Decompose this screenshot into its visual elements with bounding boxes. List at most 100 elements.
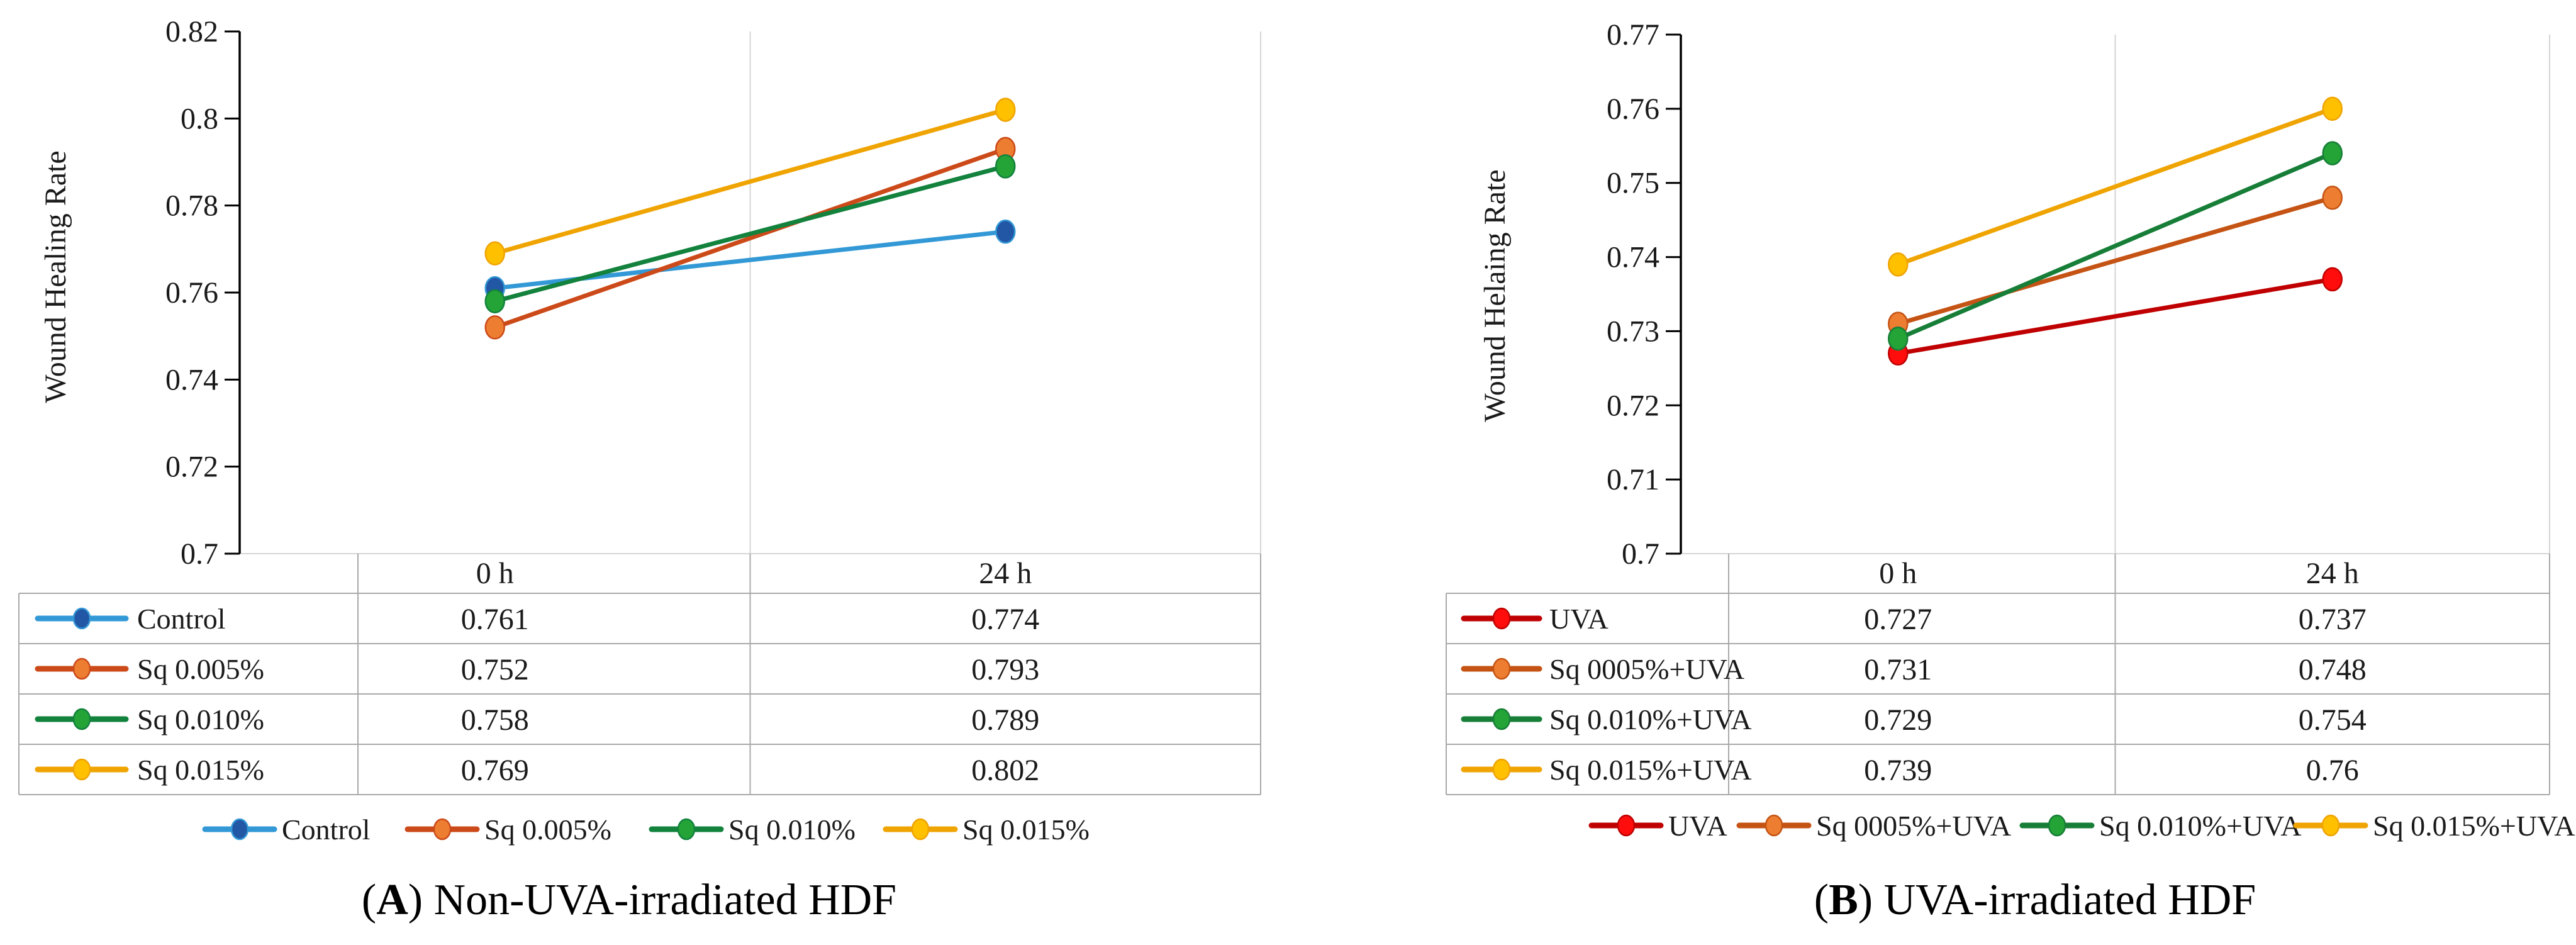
y-axis-title: Wound Helaing Rate bbox=[1478, 169, 1512, 422]
y-tick-label: 0.72 bbox=[165, 450, 218, 484]
bottom-legend-key-marker-control bbox=[230, 818, 249, 841]
caption-rest: ) UVA-irradiated HDF bbox=[1858, 876, 2256, 924]
series-marker-uva bbox=[2322, 267, 2343, 292]
panel-b: 0.7 0.71 0.72 0.73 0.74 0.75 0.76 0.77 Wound Hel… bbox=[1434, 0, 2576, 945]
series-row-label: Control bbox=[137, 603, 226, 635]
table-cell-value: 0.739 bbox=[1864, 754, 1932, 787]
table-cell-value: 0.774 bbox=[971, 603, 1039, 636]
y-tick-label: 0.76 bbox=[165, 276, 218, 310]
category-header-label: 0 h bbox=[1879, 557, 1917, 590]
series-line-sq-0-015-uva bbox=[1895, 106, 2335, 267]
table-cell-value: 0.731 bbox=[1864, 653, 1932, 686]
legend-key-marker-sq-0-015 bbox=[72, 758, 91, 781]
series-line-sq-0005-uva bbox=[1895, 195, 2335, 327]
bottom-legend-label: Control bbox=[282, 814, 371, 846]
caption-rest: ) Non-UVA-irradiated HDF bbox=[408, 876, 897, 924]
y-axis-title: Wound Healing Rate bbox=[39, 150, 72, 403]
series-marker-sq-0-010 bbox=[995, 154, 1016, 179]
table-cell-value: 0.802 bbox=[971, 754, 1039, 787]
legend-key-marker-sq-0-015-uva bbox=[1492, 758, 1511, 781]
bottom-legend-key-marker-sq-0-010 bbox=[677, 818, 696, 841]
series-marker-sq-0-005 bbox=[484, 315, 505, 340]
y-tick-label: 0.73 bbox=[1607, 315, 1659, 348]
bottom-legend-key-marker-sq-0-015 bbox=[911, 818, 930, 841]
bottom-legend-label: Sq 0.005% bbox=[484, 814, 611, 846]
table-cell-value: 0.793 bbox=[971, 653, 1039, 686]
panel-a-caption: (A) Non-UVA-irradiated HDF bbox=[362, 876, 896, 924]
series-line-uva bbox=[1895, 277, 2335, 356]
y-tick-label: 0.7 bbox=[1622, 537, 1659, 571]
bottom-legend-key-marker-sq-0-005 bbox=[433, 818, 452, 841]
y-tick-label: 0.78 bbox=[165, 189, 218, 223]
y-tick-label: 0.71 bbox=[1607, 463, 1659, 496]
table-cell-value: 0.769 bbox=[461, 754, 529, 787]
series-row-label: Sq 0.010%+UVA bbox=[1549, 703, 1752, 735]
table-cell-value: 0.76 bbox=[2306, 754, 2359, 787]
caption-letter: A bbox=[376, 876, 408, 924]
bottom-legend-label: Sq 0.010% bbox=[728, 814, 856, 846]
series-marker-sq-0005-uva bbox=[2322, 186, 2343, 210]
y-tick-label: 0.8 bbox=[181, 102, 218, 135]
table-cell-value: 0.789 bbox=[971, 703, 1039, 737]
table-cell-value: 0.727 bbox=[1864, 603, 1932, 636]
series-row-label: Sq 0.010% bbox=[137, 703, 264, 735]
bottom-legend-label: Sq 0.010%+UVA bbox=[2099, 810, 2302, 842]
y-tick-label: 0.82 bbox=[165, 15, 218, 48]
y-tick-label: 0.74 bbox=[1607, 241, 1659, 274]
bottom-legend-key-marker-sq-0-010-uva bbox=[2048, 814, 2066, 837]
y-tick-label: 0.7 bbox=[181, 537, 218, 571]
series-row-label: Sq 0.005% bbox=[137, 653, 264, 685]
series-row-label: Sq 0.015% bbox=[137, 754, 264, 786]
table-cell-value: 0.737 bbox=[2299, 603, 2367, 636]
y-tick-label: 0.72 bbox=[1607, 389, 1659, 422]
legend-key-marker-sq-0-010-uva bbox=[1492, 708, 1511, 730]
panel-b-chart: 0.7 0.71 0.72 0.73 0.74 0.75 0.76 0.77 Wound Hel… bbox=[1446, 18, 2575, 842]
series-line-sq-0-010-uva bbox=[1895, 151, 2335, 341]
panel-b-caption: (B) UVA-irradiated HDF bbox=[1814, 876, 2256, 924]
category-header-label: 24 h bbox=[2306, 557, 2359, 590]
table-cell-value: 0.752 bbox=[461, 653, 529, 686]
legend-key-marker-sq-0005-uva bbox=[1492, 657, 1511, 680]
legend-key-marker-control bbox=[72, 607, 91, 630]
y-tick-label: 0.75 bbox=[1607, 167, 1659, 200]
series-marker-sq-0-010 bbox=[484, 289, 505, 314]
panel-a: 0.7 0.72 0.74 0.76 0.78 0.8 0.82 Wound Healing … bbox=[18, 15, 1261, 924]
series-marker-sq-0-015-uva bbox=[2322, 96, 2343, 121]
series-line-sq-0-010 bbox=[493, 164, 1008, 304]
y-tick-label: 0.76 bbox=[1607, 92, 1659, 126]
series-marker-sq-0-010-uva bbox=[2322, 141, 2343, 165]
caption-open: ( bbox=[1814, 876, 1829, 924]
y-tick-label: 0.77 bbox=[1607, 18, 1659, 52]
bottom-legend-key-marker-uva bbox=[1617, 814, 1636, 837]
bottom-legend-label: Sq 0.015% bbox=[962, 814, 1090, 846]
table-cell-value: 0.758 bbox=[461, 703, 529, 737]
bottom-legend-key-marker-sq-0005-uva bbox=[1765, 814, 1783, 837]
series-row-label: Sq 0005%+UVA bbox=[1549, 653, 1744, 685]
series-line-sq-0-015 bbox=[493, 108, 1008, 256]
legend-key-marker-sq-0-005 bbox=[72, 657, 91, 680]
series-row-label: UVA bbox=[1549, 603, 1609, 635]
series-marker-sq-0-015-uva bbox=[1888, 252, 1909, 277]
caption-letter: B bbox=[1829, 876, 1858, 924]
series-line-sq-0-005 bbox=[493, 147, 1008, 330]
series-marker-control bbox=[995, 219, 1016, 244]
bottom-legend-label: UVA bbox=[1668, 810, 1727, 842]
panel-a-chart: 0.7 0.72 0.74 0.76 0.78 0.8 0.82 Wound Healing … bbox=[18, 15, 1261, 846]
table-cell-value: 0.761 bbox=[461, 603, 529, 636]
bottom-legend-label: Sq 0.015%+UVA bbox=[2373, 810, 2575, 842]
series-marker-sq-0-010-uva bbox=[1888, 326, 1909, 351]
category-header-label: 24 h bbox=[979, 557, 1032, 590]
legend-key-marker-sq-0-010 bbox=[72, 708, 91, 730]
table-cell-value: 0.754 bbox=[2299, 703, 2367, 737]
table-cell-value: 0.729 bbox=[1864, 703, 1932, 737]
bottom-legend-key-marker-sq-0-015-uva bbox=[2321, 814, 2340, 837]
series-marker-sq-0-015 bbox=[484, 241, 505, 266]
series-marker-sq-0-015 bbox=[995, 98, 1016, 122]
legend-key-marker-uva bbox=[1492, 607, 1511, 630]
caption-open: ( bbox=[361, 876, 377, 924]
category-header-label: 0 h bbox=[476, 557, 514, 590]
y-tick-label: 0.74 bbox=[165, 363, 218, 396]
series-row-label: Sq 0.015%+UVA bbox=[1549, 754, 1752, 786]
bottom-legend-label: Sq 0005%+UVA bbox=[1816, 810, 2011, 842]
